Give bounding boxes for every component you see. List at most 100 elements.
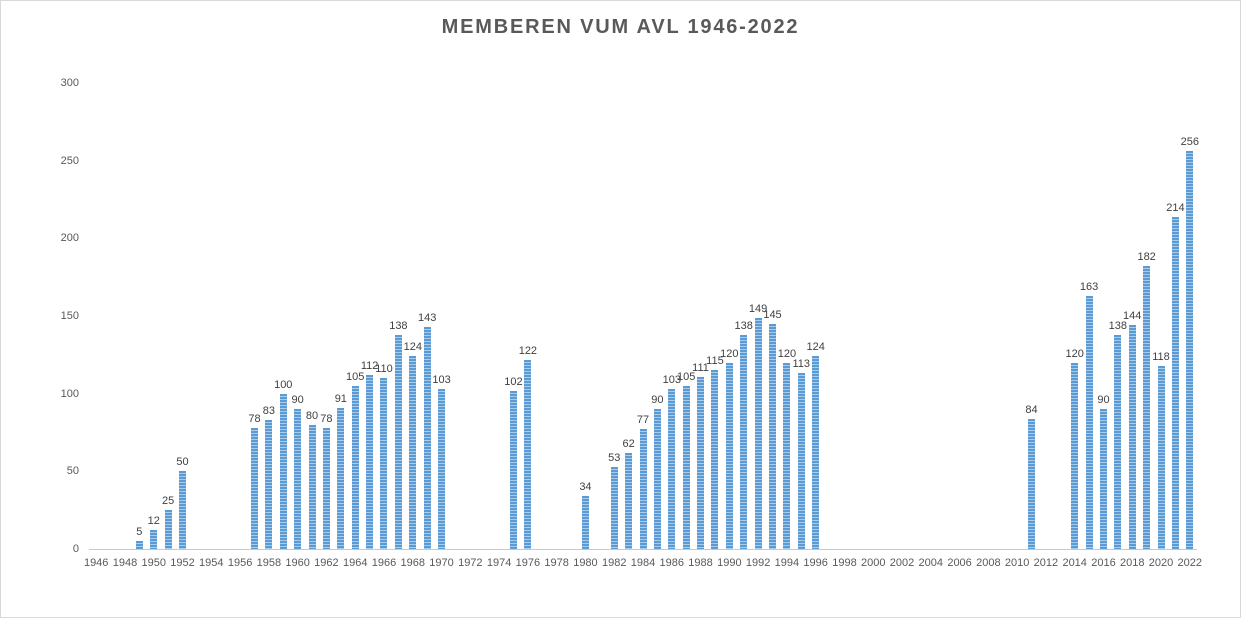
bar-value-label-1991: 138: [734, 319, 753, 332]
x-tick-label-1946: 1946: [83, 557, 109, 569]
x-tick-label-2004: 2004: [918, 557, 944, 569]
bar-1967: [394, 334, 402, 549]
bar-1963: [337, 407, 345, 549]
x-tick-label-1994: 1994: [774, 557, 800, 569]
bar-value-label-1963: 91: [334, 392, 347, 405]
y-axis-labels: 0 50 100 150 200 250 300: [1, 77, 79, 555]
bar-1957: [250, 427, 258, 549]
bar-value-label-1990: 120: [720, 347, 739, 360]
bar-1984: [639, 429, 647, 549]
bar-value-label-1983: 62: [622, 437, 635, 450]
bar-value-label-1965: 112: [360, 360, 379, 373]
bar-value-label-1958: 83: [262, 405, 275, 418]
x-tick-label-1976: 1976: [515, 557, 541, 569]
bar-value-label-1989: 115: [706, 355, 724, 368]
x-tick-label-1970: 1970: [429, 557, 454, 569]
bar-value-label-1980: 34: [579, 481, 592, 494]
x-axis-labels: 1946 1948 1950 1952 1954 1956 1958 1960 1962 1964…: [84, 557, 1202, 573]
bar-value-label-1952: 50: [176, 456, 189, 469]
bar-value-label-1996: 124: [806, 341, 825, 354]
bar-1966: [380, 378, 388, 549]
bar-value-label-2020: 118: [1152, 350, 1170, 363]
bar-value-label-1959: 100: [274, 378, 293, 391]
bar-2020: [1157, 365, 1165, 549]
x-tick-label-2016: 2016: [1091, 557, 1116, 569]
bar-value-label-1950: 12: [147, 515, 160, 528]
y-tick-label: 50: [66, 465, 79, 478]
x-tick-label-1996: 1996: [803, 557, 828, 569]
bar-value-label-1962: 78: [320, 412, 333, 425]
bar-value-label-1984: 77: [636, 414, 650, 427]
y-tick-label: 200: [60, 232, 79, 245]
bar-value-label-1993: 145: [763, 308, 782, 321]
bar-value-label-1995: 113: [792, 358, 811, 371]
y-tick-label: 300: [60, 77, 79, 89]
x-tick-label-2020: 2020: [1148, 557, 1174, 569]
bar-value-label-1951: 25: [162, 495, 175, 508]
x-tick-label-2012: 2012: [1033, 557, 1059, 569]
bar-value-label-2015: 163: [1079, 280, 1099, 293]
x-tick-label-1974: 1974: [486, 557, 512, 569]
bar-2021: [1171, 216, 1179, 549]
y-tick-label: 150: [60, 310, 79, 322]
bar-2016: [1099, 409, 1107, 549]
y-tick-label: 100: [60, 387, 79, 400]
bar-1982: [610, 466, 618, 549]
bar-1959: [279, 393, 287, 549]
bar-2011: [1028, 418, 1036, 549]
x-tick-label-1960: 1960: [285, 557, 310, 569]
bar-1980: [581, 496, 589, 549]
y-tick-label: 250: [60, 154, 79, 167]
bar-1952: [179, 471, 187, 549]
bar-value-label-2011: 84: [1025, 403, 1038, 416]
x-tick-label-1990: 1990: [717, 557, 742, 569]
bar-value-label-1967: 138: [389, 319, 408, 332]
bar-1993: [769, 323, 776, 549]
bar-1994: [783, 362, 791, 549]
x-tick-label-1988: 1988: [688, 557, 713, 569]
x-tick-label-2018: 2018: [1119, 557, 1145, 569]
bar-2019: [1143, 266, 1151, 549]
x-tick-label-1950: 1950: [141, 557, 166, 569]
bar-value-label-1949: 5: [136, 526, 143, 539]
bar-2015: [1085, 295, 1093, 549]
bar-value-label-1988: 111: [692, 361, 709, 374]
bar-1962: [322, 427, 330, 549]
bar-1965: [366, 375, 374, 549]
bar-value-label-2019: 182: [1137, 251, 1156, 264]
bar-1987: [682, 385, 690, 549]
x-tick-label-2008: 2008: [976, 557, 1001, 569]
bar-1991: [740, 334, 748, 549]
plot-area: 5 12 25 50 78 83 100 90 80 78 91 105 112 110 138 124 143…: [89, 83, 1199, 550]
x-tick-label-2000: 2000: [860, 557, 886, 569]
bar-1983: [625, 452, 633, 549]
bar-1995: [797, 373, 805, 549]
x-tick-label-2002: 2002: [889, 557, 915, 569]
bar-value-label-1960: 90: [291, 394, 304, 407]
bar-value-label-2022: 256: [1180, 136, 1199, 149]
bar-value-label-1982: 53: [608, 451, 621, 464]
bar-2014: [1071, 362, 1079, 549]
bar-1976: [524, 359, 532, 549]
y-tick-label: 0: [72, 543, 79, 555]
bar-1975: [509, 390, 517, 549]
bar-1961: [308, 424, 316, 549]
bar-1985: [653, 409, 661, 549]
bar-value-label-1961: 80: [305, 409, 319, 422]
x-tick-label-1986: 1986: [659, 557, 685, 569]
x-tick-label-2014: 2014: [1062, 557, 1087, 569]
bar-value-label-1992: 149: [748, 302, 768, 315]
bar-1989: [711, 370, 719, 549]
bar-value-label-2018: 144: [1123, 310, 1142, 323]
bar-value-label-2017: 138: [1108, 319, 1128, 332]
x-tick-label-2006: 2006: [947, 557, 972, 569]
bar-value-label-2016: 90: [1097, 394, 1110, 407]
x-tick-label-1954: 1954: [199, 557, 224, 569]
bar-value-label-1957: 78: [248, 412, 261, 425]
bar-1950: [150, 530, 158, 549]
bar-1970: [438, 389, 446, 549]
x-tick-label-1984: 1984: [630, 557, 656, 569]
bar-1951: [164, 510, 172, 549]
bar-1949: [135, 541, 143, 549]
